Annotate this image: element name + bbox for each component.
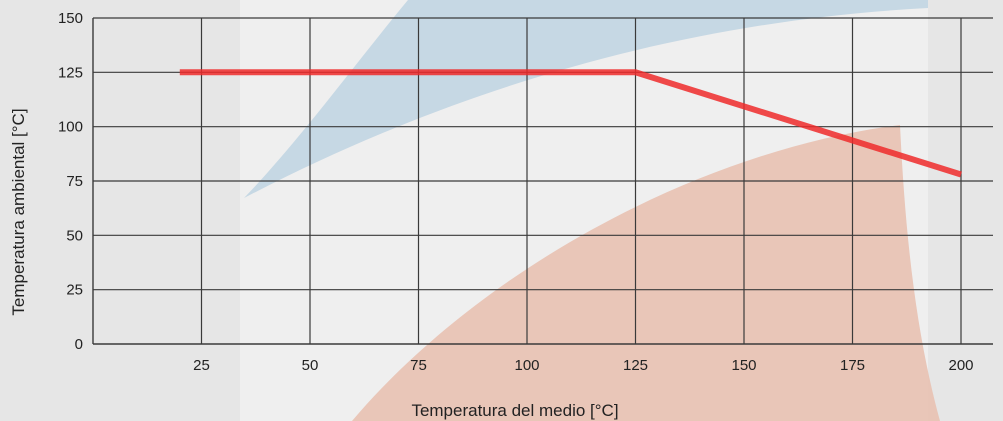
x-tick-label: 175 bbox=[840, 357, 865, 374]
watermark-blue-swoosh bbox=[244, 0, 928, 198]
x-tick-label: 150 bbox=[731, 357, 756, 374]
x-tick-label: 100 bbox=[514, 357, 539, 374]
x-tick-label: 200 bbox=[948, 357, 973, 374]
x-tick-label: 125 bbox=[623, 357, 648, 374]
x-tick-label: 75 bbox=[410, 357, 427, 374]
x-axis-title: Temperatura del medio [°C] bbox=[411, 401, 618, 420]
series-line bbox=[179, 69, 962, 178]
axes bbox=[92, 18, 993, 345]
y-tick-label: 150 bbox=[58, 10, 83, 27]
tick-labels: 0 25 50 75 100 125 150 25 50 75 100 125 150 175 200 bbox=[58, 10, 974, 374]
watermark-orange-swoosh bbox=[352, 125, 940, 421]
y-tick-label: 25 bbox=[66, 282, 83, 299]
y-tick-label: 0 bbox=[75, 336, 83, 353]
series-layer bbox=[179, 69, 962, 178]
x-tick-label: 50 bbox=[302, 357, 319, 374]
y-tick-label: 50 bbox=[66, 227, 83, 244]
y-tick-label: 100 bbox=[58, 119, 83, 136]
y-tick-label: 125 bbox=[58, 64, 83, 81]
y-tick-label: 75 bbox=[66, 173, 83, 190]
x-tick-label: 25 bbox=[193, 357, 210, 374]
y-axis-title: Temperatura ambiental [°C] bbox=[9, 108, 28, 315]
